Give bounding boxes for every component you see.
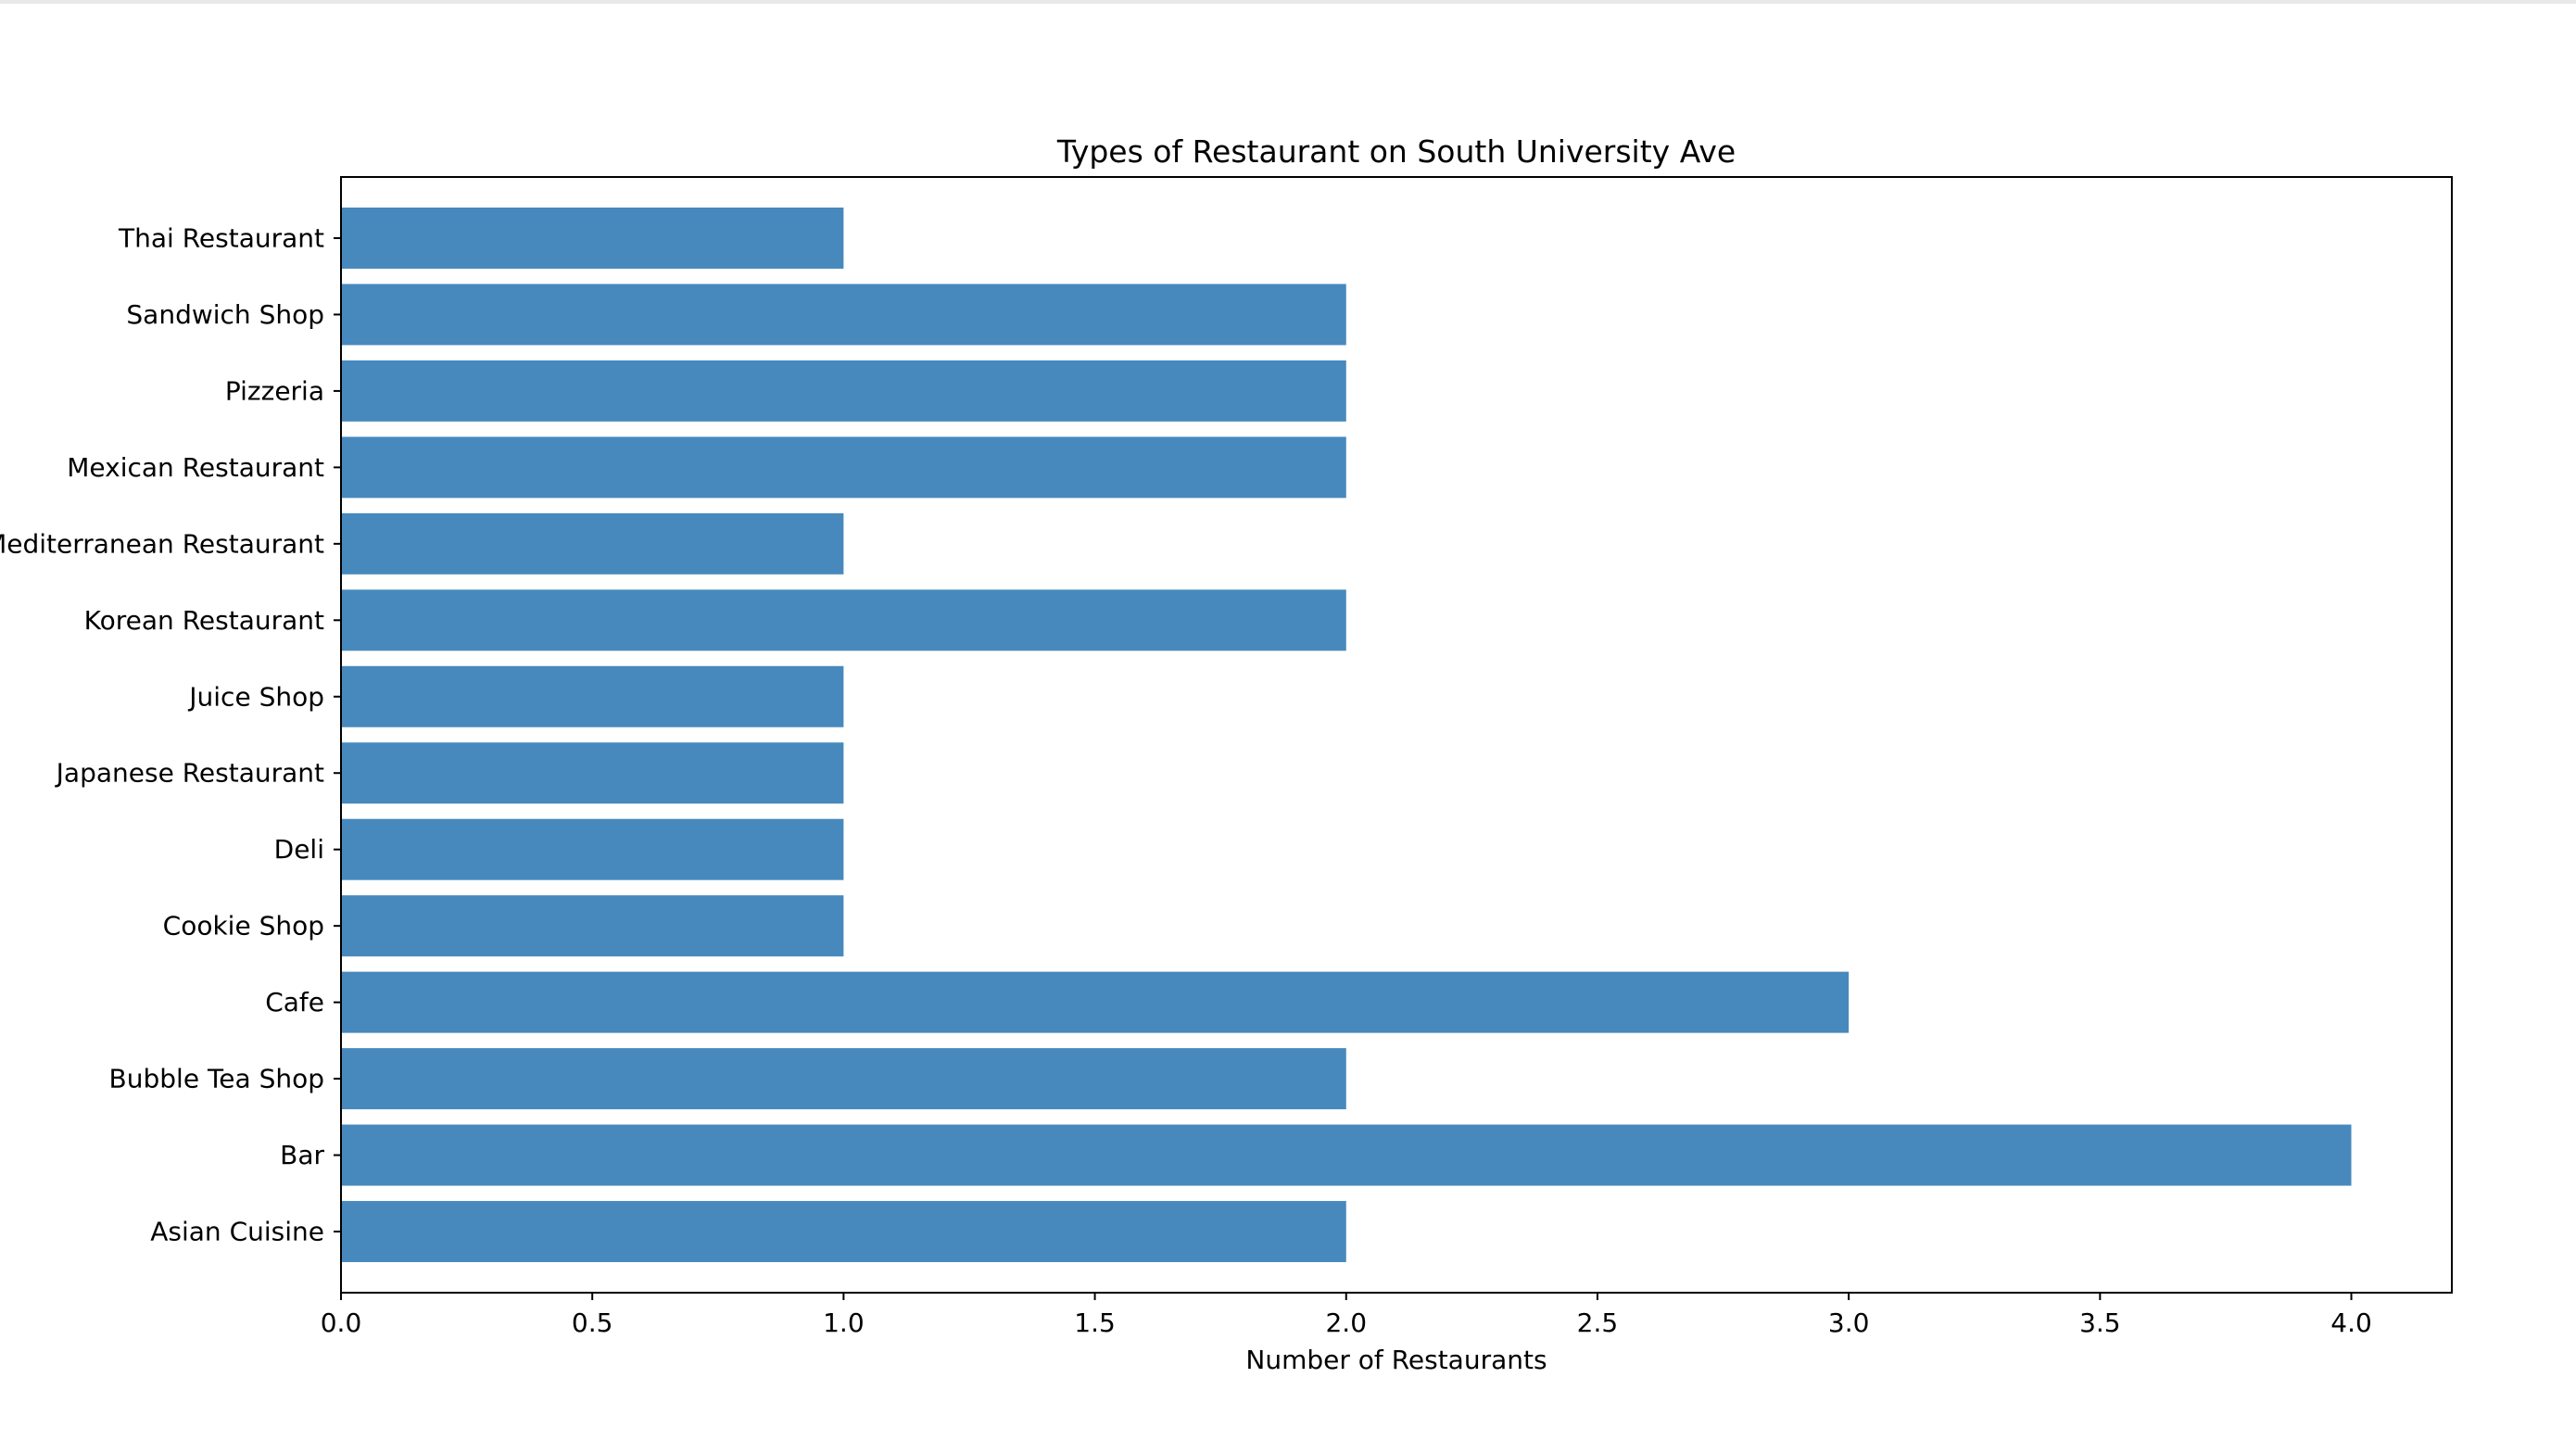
y-tick-label: Thai Restaurant: [118, 222, 324, 253]
x-tick-label: 4.0: [2330, 1308, 2372, 1338]
y-tick-label: Japanese Restaurant: [55, 758, 324, 789]
chart-title: Types of Restaurant on South University …: [1056, 133, 1736, 170]
x-tick-label: 0.0: [321, 1308, 362, 1338]
x-tick-label: 2.5: [1577, 1308, 1619, 1338]
y-tick-label: Sandwich Shop: [126, 299, 324, 330]
x-tick-label: 3.0: [1828, 1308, 1870, 1338]
bar: [341, 665, 844, 727]
y-axis-ticks: Asian Cuisine Bar Bubble Tea Shop Cafe Cook…: [0, 222, 341, 1247]
bar: [341, 360, 1346, 422]
y-tick-label: Mexican Restaurant: [67, 452, 324, 483]
y-tick-label: Cafe: [265, 987, 324, 1017]
y-tick-label: Asian Cuisine: [150, 1217, 324, 1247]
x-axis-label: Number of Restaurants: [1245, 1345, 1547, 1375]
bar: [341, 1048, 1346, 1110]
y-tick-label: Bar: [280, 1140, 324, 1170]
bar: [341, 818, 844, 880]
bar: [341, 284, 1346, 346]
bar: [341, 1124, 2352, 1186]
y-tick-label: Pizzeria: [225, 375, 324, 406]
y-tick-label: Mediterranean Restaurant: [0, 528, 324, 559]
y-tick-label: Cookie Shop: [163, 911, 324, 941]
bar: [341, 207, 844, 269]
bar: [341, 589, 1346, 651]
bars-layer: [341, 207, 2352, 1263]
top-divider: [0, 0, 2576, 4]
x-axis-ticks: 0.0 0.5 1.0 1.5 2.0 2.5 3.0 3.5 4.0: [321, 1293, 2372, 1338]
bar: [341, 742, 844, 804]
x-tick-label: 1.0: [823, 1308, 865, 1338]
bar: [341, 971, 1850, 1033]
bar: [341, 512, 844, 575]
y-tick-label: Bubble Tea Shop: [109, 1064, 324, 1094]
bar: [341, 895, 844, 957]
bar: [341, 436, 1346, 499]
plot-area-frame: [340, 176, 2453, 1294]
bar: [341, 1201, 1346, 1263]
x-tick-label: 1.5: [1074, 1308, 1116, 1338]
x-tick-label: 2.0: [1325, 1308, 1367, 1338]
y-tick-label: Deli: [274, 834, 324, 865]
y-tick-label: Juice Shop: [187, 681, 324, 712]
x-tick-label: 0.5: [572, 1308, 613, 1338]
y-tick-label: Korean Restaurant: [84, 605, 324, 636]
x-tick-label: 3.5: [2079, 1308, 2121, 1338]
